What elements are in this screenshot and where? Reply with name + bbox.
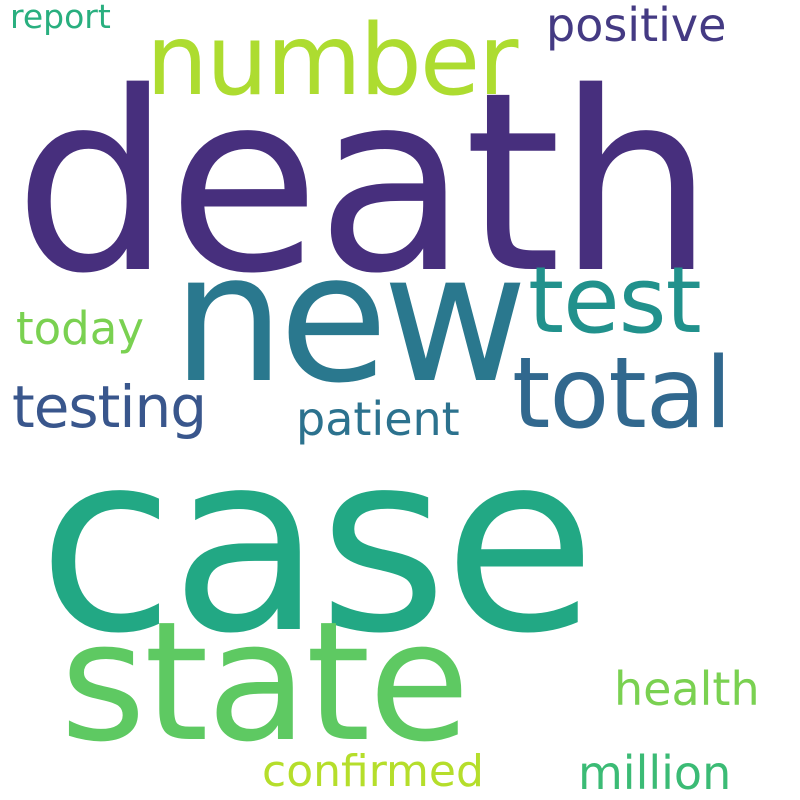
word-positive: positive	[546, 0, 727, 52]
word-today: today	[16, 302, 144, 355]
word-million: million	[578, 746, 732, 800]
word-report: report	[10, 0, 111, 36]
word-confirmed: confirmed	[262, 746, 484, 797]
word-test: test	[528, 247, 702, 354]
word-number: number	[146, 4, 518, 118]
word-testing: testing	[12, 373, 207, 441]
word-health: health	[614, 662, 760, 716]
word-state: state	[60, 586, 470, 778]
word-new: new	[172, 215, 528, 422]
word-death: death	[14, 40, 714, 328]
word-patient: patient	[296, 392, 460, 446]
word-case: case	[38, 400, 596, 688]
word-total: total	[512, 337, 732, 451]
